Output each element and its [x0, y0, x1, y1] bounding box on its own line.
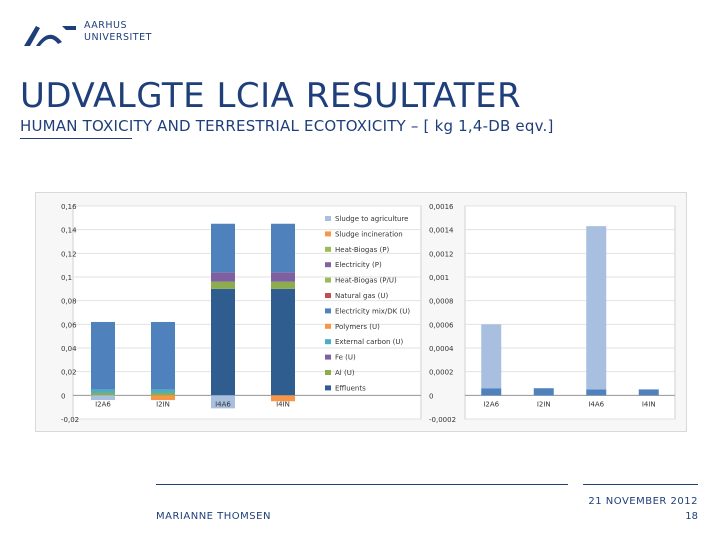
x-tick-label: I4A6 — [215, 400, 231, 408]
y-tick-label: 0,0006 — [429, 321, 454, 329]
bar-segment — [271, 288, 295, 396]
bar-segment — [211, 281, 235, 289]
x-tick-label: I2A6 — [483, 400, 499, 408]
x-tick-label: I2IN — [537, 400, 551, 408]
bar-segment — [638, 389, 659, 396]
y-tick-label: 0,16 — [61, 203, 77, 211]
bar-segment — [586, 226, 607, 390]
y-tick-label: 0,14 — [61, 227, 77, 235]
bar-segment — [151, 321, 175, 390]
legend-swatch — [325, 385, 331, 391]
bar-segment — [91, 395, 115, 401]
bar-segment — [91, 389, 115, 393]
legend-label: Al (U) — [335, 369, 355, 377]
bar-segment — [211, 272, 235, 282]
y-tick-label: 0,04 — [61, 345, 77, 353]
y-tick-label: 0,02 — [61, 369, 77, 377]
y-tick-label: 0,0002 — [429, 369, 454, 377]
legend-label: External carbon (U) — [335, 338, 404, 346]
subtitle-underline — [20, 138, 132, 139]
bar-segment — [481, 324, 502, 389]
legend-label: Electricity mix/DK (U) — [335, 307, 410, 315]
y-tick-label: 0,08 — [61, 298, 77, 306]
legend-swatch — [325, 277, 331, 283]
footer-author: MARIANNE THOMSEN — [156, 511, 271, 522]
plot-area-1 — [72, 205, 422, 420]
footer-rule-right — [583, 484, 698, 485]
legend-swatch — [325, 308, 331, 314]
y-tick-label: 0,1 — [61, 274, 72, 282]
legend-swatch — [325, 354, 331, 360]
x-tick-label: I4IN — [642, 400, 656, 408]
bar-segment — [211, 395, 235, 409]
bar-segment — [271, 223, 295, 273]
bar-segment — [271, 272, 295, 282]
y-tick-label: 0 — [429, 392, 433, 400]
y-tick-label: 0,0014 — [429, 227, 454, 235]
x-tick-label: I2IN — [156, 400, 170, 408]
bar-segment — [151, 389, 175, 393]
legend-label: Sludge incineration — [335, 230, 403, 238]
legend-label: Heat-Biogas (P/U) — [335, 277, 397, 285]
legend-swatch — [325, 339, 331, 345]
y-tick-label: 0,12 — [61, 250, 77, 258]
y-tick-label: 0,0012 — [429, 250, 454, 258]
footer-rule-left — [156, 484, 568, 485]
university-name-line1: AARHUS — [84, 20, 127, 31]
legend-label: Fe (U) — [335, 354, 356, 362]
bar-segment — [211, 223, 235, 273]
legend-label: Electricity (P) — [335, 261, 382, 269]
legend-label: Effluents — [335, 384, 366, 392]
x-tick-label: I2A6 — [95, 400, 111, 408]
legend-label: Sludge to agriculture — [335, 215, 409, 223]
legend-swatch — [325, 323, 331, 329]
x-tick-label: I4A6 — [588, 400, 604, 408]
legend-label: Heat-Biogas (P) — [335, 246, 389, 254]
y-tick-label: 0,0008 — [429, 298, 454, 306]
y-tick-label: 0,001 — [429, 274, 449, 282]
legend-label: Polymers (U) — [335, 323, 380, 331]
university-logo — [24, 26, 76, 46]
footer-date: 21 NOVEMBER 2012 — [588, 496, 698, 507]
bar-segment — [533, 388, 554, 396]
legend-swatch — [325, 262, 331, 268]
bar-segment — [91, 392, 115, 396]
slide-title: UDVALGTE LCIA RESULTATER — [20, 76, 522, 116]
y-tick-label: 0,0016 — [429, 203, 454, 211]
bar-segment — [586, 389, 607, 396]
legend-swatch — [325, 246, 331, 252]
y-tick-label: 0,0004 — [429, 345, 454, 353]
y-tick-label: -0,02 — [61, 416, 79, 424]
y-tick-label: -0,0002 — [429, 416, 456, 424]
university-name: AARHUS UNIVERSITET — [84, 20, 152, 44]
legend-swatch — [325, 231, 331, 237]
y-tick-label: 0 — [61, 392, 65, 400]
bar-segment — [211, 288, 235, 396]
y-tick-label: 0,06 — [61, 321, 77, 329]
page-number: 18 — [685, 511, 698, 522]
university-name-line2: UNIVERSITET — [84, 32, 152, 43]
legend-label: Natural gas (U) — [335, 292, 389, 300]
legend-swatch — [325, 293, 331, 298]
legend-swatch — [325, 370, 331, 375]
bar-segment — [91, 321, 115, 390]
x-tick-label: I4IN — [276, 400, 290, 408]
chart-area: 0,16 0,14 0,12 0,1 0,08 0,06 0,04 0,02 0 -0,02 I2A… — [61, 203, 676, 424]
bar-segment — [481, 388, 502, 396]
bar-segment — [271, 395, 295, 402]
legend-swatch — [325, 216, 331, 221]
bar-segment — [271, 281, 295, 289]
slide-subtitle: HUMAN TOXICITY AND TERRESTRIAL ECOTOXICI… — [20, 117, 554, 135]
bar-segment — [151, 395, 175, 401]
bar-segment — [151, 392, 175, 396]
